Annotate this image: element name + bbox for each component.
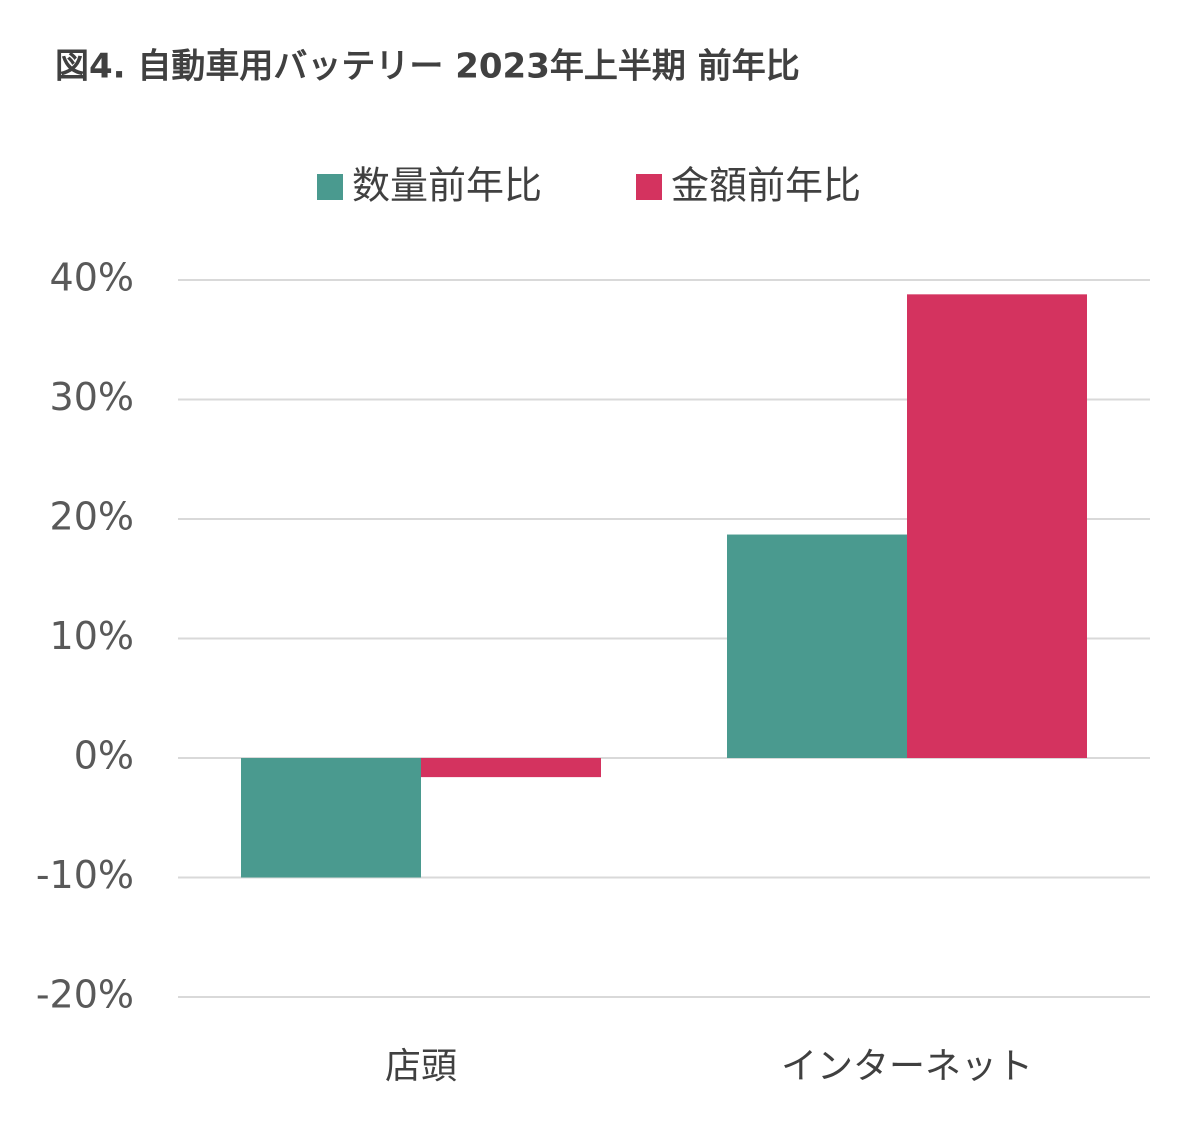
- x-tick-label: 店頭: [385, 1046, 457, 1087]
- y-tick-label: -20%: [36, 973, 134, 1017]
- y-tick-label: 10%: [50, 614, 134, 658]
- y-tick-label: 0%: [74, 734, 134, 778]
- bar: [241, 758, 421, 878]
- y-tick-label: 30%: [50, 375, 134, 419]
- y-tick-label: 40%: [50, 256, 134, 300]
- x-tick-label: インターネット: [781, 1046, 1033, 1087]
- chart-title: 図4. 自動車用バッテリー 2023年上半期 前年比: [55, 47, 800, 87]
- y-tick-label: 20%: [50, 495, 134, 539]
- legend-label: 金額前年比: [671, 164, 861, 208]
- legend-swatch: [317, 174, 343, 200]
- bar: [421, 758, 601, 778]
- legend-swatch: [636, 174, 662, 200]
- bar: [727, 534, 907, 758]
- bar: [907, 294, 1087, 758]
- legend-label: 数量前年比: [352, 164, 542, 208]
- y-tick-label: -10%: [36, 853, 134, 897]
